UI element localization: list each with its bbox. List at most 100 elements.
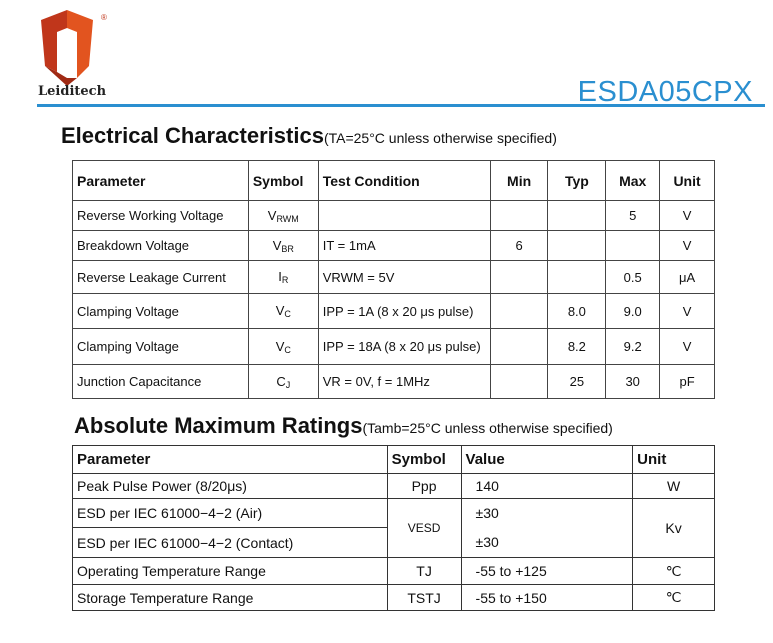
electrical-title: Electrical Characteristics(TA=25°C unles… (61, 123, 557, 149)
symbol-cell: VC (247, 293, 319, 329)
col-typ: Typ (547, 160, 607, 201)
max-cell: 9.2 (605, 328, 661, 365)
table-row: Reverse Leakage Current IR VRWM = 5V 0.5… (72, 260, 715, 294)
symbol-cell: VC (247, 328, 319, 365)
symbol: V (275, 338, 285, 354)
symbol-subscript: J (285, 379, 291, 390)
unit-cell: ℃ (632, 557, 715, 585)
symbol-cell: VESD (386, 498, 462, 558)
condition-cell: VRWM = 5V (317, 260, 491, 294)
min-cell (489, 364, 549, 399)
parameter-cell: Reverse Leakage Current (72, 260, 249, 294)
leiditech-logo: ® (41, 10, 107, 86)
unit-cell: W (632, 473, 715, 499)
typ-cell (547, 260, 607, 294)
condition-cell: IPP = 18A (8 x 20 μs pulse) (317, 328, 491, 365)
unit-cell: V (659, 200, 715, 231)
col-unit: Unit (659, 160, 715, 201)
table-row: Clamping Voltage VC IPP = 18A (8 x 20 μs… (72, 328, 715, 365)
table-row: Storage Temperature Range TSTJ -55 to +15… (72, 584, 715, 611)
parameter-cell: Junction Capacitance (72, 364, 249, 399)
unit-cell: ℃ (632, 584, 715, 611)
symbol-subscript: R (281, 275, 289, 285)
col-condition: Test Condition (317, 160, 491, 201)
col-parameter: Parameter (72, 445, 388, 474)
max-cell: 30 (605, 364, 661, 399)
typ-cell (547, 230, 607, 261)
electrical-table: Parameter Symbol Test Condition Min Typ … (72, 160, 715, 399)
max-cell: 9.0 (605, 293, 661, 329)
min-cell: 6 (489, 230, 549, 261)
parameter-cell: Clamping Voltage (72, 293, 249, 329)
table-header: Parameter Symbol Test Condition Min Typ … (72, 160, 715, 201)
symbol-cell: VRWM (247, 200, 319, 231)
symbol: C (276, 373, 286, 389)
min-cell (489, 328, 549, 365)
parameter-cell: Storage Temperature Range (72, 584, 388, 611)
col-max: Max (605, 160, 661, 201)
parameter-cell: ESD per IEC 61000−4−2 (Contact) (72, 527, 388, 558)
symbol: V (272, 237, 282, 253)
unit-cell: V (659, 328, 715, 365)
table-row: ESD per IEC 61000−4−2 (Air) VESD ±30 Kv (72, 498, 715, 558)
section-note: (TA=25°C unless otherwise specified) (323, 130, 557, 146)
unit-cell: V (659, 293, 715, 329)
parameter-cell: Clamping Voltage (72, 328, 249, 365)
symbol-cell: IR (247, 260, 319, 294)
max-cell: 5 (605, 200, 661, 231)
symbol-cell: TSTJ (386, 584, 462, 611)
symbol-subscript: C (284, 344, 291, 355)
symbol: I (278, 269, 282, 284)
value-cell: -55 to +125 (460, 557, 634, 585)
section-note: (Tamb=25°C unless otherwise specified) (362, 420, 613, 436)
parameter-cell: ESD per IEC 61000−4−2 (Air) (72, 498, 388, 528)
symbol-cell: Ppp (386, 473, 462, 499)
symbol-subscript: BR (281, 243, 294, 254)
typ-cell: 8.2 (547, 328, 607, 365)
col-parameter: Parameter (72, 160, 249, 201)
value-cell: 140 (460, 473, 634, 499)
section-title: Electrical Characteristics (61, 123, 324, 148)
condition-cell: VR = 0V, f = 1MHz (317, 364, 491, 399)
symbol-subscript: C (284, 309, 291, 319)
parameter-cell: Operating Temperature Range (72, 557, 388, 585)
parameter-cell: Reverse Working Voltage (72, 200, 249, 231)
registered-mark: ® (101, 13, 107, 22)
min-cell (489, 293, 549, 329)
symbol-cell: VBR (247, 230, 319, 261)
value-cell: ±30 (460, 498, 634, 528)
symbol: V (275, 303, 285, 318)
max-cell: 0.5 (605, 260, 661, 294)
min-cell (489, 260, 549, 294)
section-title: Absolute Maximum Ratings (74, 413, 363, 438)
col-unit: Unit (632, 445, 715, 474)
condition-cell: IPP = 1A (8 x 20 μs pulse) (317, 293, 491, 329)
condition-cell: IT = 1mA (317, 230, 491, 261)
absolute-ratings-table: Parameter Symbol Value Unit Peak Pulse P… (72, 445, 715, 611)
max-cell (605, 230, 661, 261)
parameter-cell: Peak Pulse Power (8/20μs) (72, 473, 388, 499)
typ-cell (547, 200, 607, 231)
unit-cell: Kv (632, 498, 715, 558)
table-header: Parameter Symbol Value Unit (72, 445, 715, 474)
symbol-cell: TJ (386, 557, 462, 585)
table-row: Clamping Voltage VC IPP = 1A (8 x 20 μs … (72, 293, 715, 329)
col-value: Value (460, 445, 634, 474)
symbol: V (267, 207, 277, 223)
header-divider (37, 104, 765, 107)
condition-cell (317, 200, 491, 231)
table-row: Breakdown Voltage VBR IT = 1mA 6 V (72, 230, 715, 261)
table-row: Peak Pulse Power (8/20μs) Ppp 140 W (72, 473, 715, 499)
unit-cell: μA (659, 260, 715, 294)
table-row: ESD per IEC 61000−4−2 (Contact) ±30 (72, 527, 715, 558)
value-cell: -55 to +150 (460, 584, 634, 611)
symbol-cell: CJ (247, 364, 319, 399)
unit-cell: V (659, 230, 715, 261)
col-symbol: Symbol (386, 445, 462, 474)
parameter-cell: Breakdown Voltage (72, 230, 249, 261)
typ-cell: 8.0 (547, 293, 607, 329)
part-number: ESDA05CPX (577, 76, 753, 108)
brand-name: Leiditech (38, 84, 107, 99)
col-min: Min (489, 160, 549, 201)
unit-cell: pF (659, 364, 715, 399)
